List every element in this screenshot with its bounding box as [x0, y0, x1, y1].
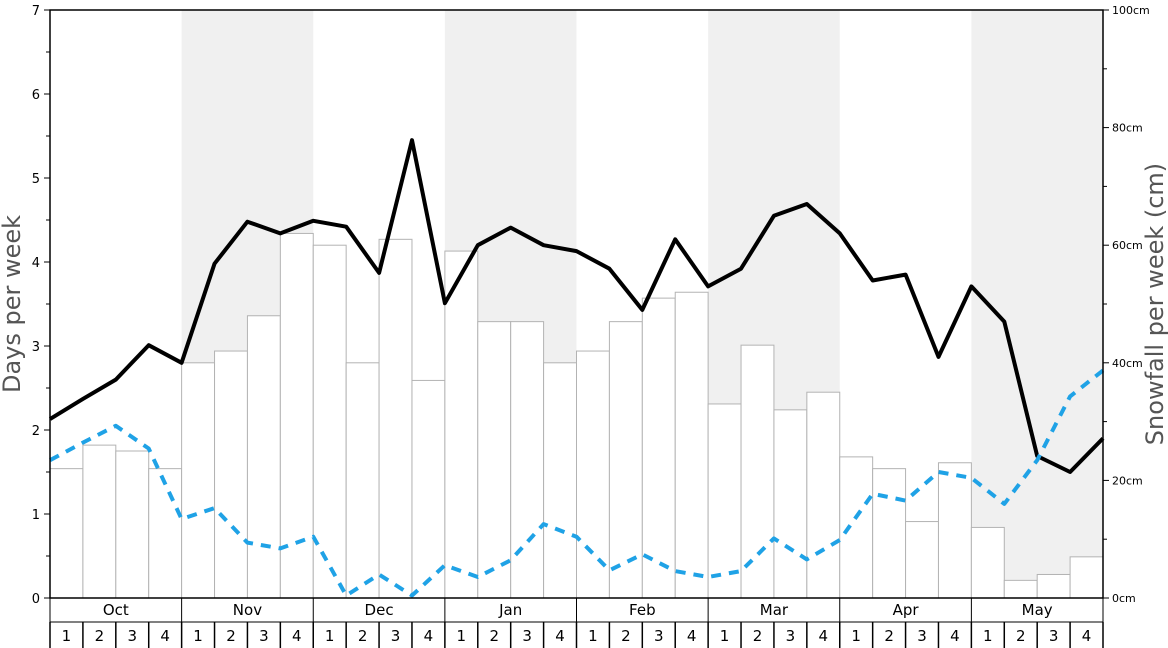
right-tick-label: 100cm — [1112, 4, 1150, 17]
month-label-nov: Nov — [233, 601, 262, 619]
week-label: 2 — [621, 627, 631, 645]
snowfall-bar — [477, 321, 512, 599]
snowfall-bar — [806, 391, 841, 599]
snowfall-bar — [82, 444, 117, 599]
snowfall-bar — [49, 468, 84, 599]
week-label: 3 — [391, 627, 401, 645]
snowfall-bar — [411, 379, 446, 599]
snowfall-bar — [1036, 573, 1071, 599]
snowfall-bar — [345, 362, 380, 599]
week-label: 3 — [127, 627, 137, 645]
month-labels-row: Oct Nov Dec Jan Feb Mar Apr May — [49, 598, 1104, 623]
week-label: 1 — [457, 627, 467, 645]
snowfall-bar — [378, 238, 413, 599]
week-label: 1 — [720, 627, 730, 645]
snowfall-bar — [839, 456, 874, 599]
snowfall-bar — [905, 521, 939, 599]
left-tick-label: 2 — [32, 424, 40, 439]
month-label-apr: Apr — [893, 601, 920, 619]
week-label: 1 — [851, 627, 861, 645]
snowfall-bar — [773, 409, 808, 599]
snowfall-bar — [576, 350, 610, 599]
right-tick-label: 0cm — [1112, 592, 1136, 605]
snowfall-bar — [181, 362, 216, 599]
week-label: 4 — [424, 627, 434, 645]
left-tick-label: 0 — [32, 592, 40, 607]
dashed-series-line — [49, 368, 1105, 598]
week-label: 2 — [489, 627, 499, 645]
right-tick-label: 20cm — [1112, 474, 1143, 487]
snowfall-bar — [214, 350, 248, 599]
month-shading — [181, 10, 1103, 598]
snowfall-bar — [1069, 556, 1104, 599]
week-label: 2 — [884, 627, 894, 645]
month-label-may: May — [1022, 601, 1053, 619]
week-label: 1 — [325, 627, 335, 645]
week-label: 3 — [522, 627, 532, 645]
week-label: 3 — [1049, 627, 1059, 645]
week-label: 2 — [358, 627, 368, 645]
week-label: 1 — [193, 627, 203, 645]
solid-series-line — [48, 138, 1105, 474]
left-axis: 0 1 2 3 4 5 6 7 — [32, 4, 50, 607]
month-label-dec: Dec — [365, 601, 394, 619]
week-labels-row: 1 2 3 4 1 2 3 4 1 2 3 4 1 2 3 4 1 2 3 4 1 2 3 4 1 2 3 4 1 2 3 4 — [49, 622, 1104, 648]
left-tick-label: 7 — [32, 4, 40, 19]
left-tick-label: 6 — [32, 88, 40, 103]
week-label: 4 — [292, 627, 302, 645]
y-axis-label-left: Days per week — [0, 215, 26, 393]
snowfall-bar — [740, 344, 775, 599]
snowfall-bar — [970, 526, 1005, 599]
snowfall-bar — [608, 321, 643, 599]
snowfall-bar — [148, 468, 183, 599]
left-tick-label: 5 — [32, 172, 40, 187]
right-axis: 0cm 20cm 40cm 60cm 80cm 100cm — [1103, 4, 1150, 605]
left-tick-label: 1 — [32, 508, 40, 523]
week-label: 3 — [259, 627, 269, 645]
snowfall-bar — [872, 468, 907, 599]
snowfall-bar — [707, 403, 742, 599]
month-label-feb: Feb — [629, 601, 656, 619]
month-label-oct: Oct — [103, 601, 129, 619]
week-label: 2 — [95, 627, 105, 645]
week-label: 2 — [1016, 627, 1026, 645]
snowfall-bars — [49, 232, 1104, 599]
week-label: 3 — [654, 627, 664, 645]
snowfall-bar — [510, 321, 545, 599]
month-label-mar: Mar — [760, 601, 789, 619]
week-label: 2 — [226, 627, 236, 645]
week-label: 4 — [555, 627, 565, 645]
snowfall-bar — [246, 315, 281, 599]
snowfall-bar — [543, 362, 577, 599]
month-label-jan: Jan — [498, 601, 522, 619]
week-label: 3 — [917, 627, 927, 645]
week-label: 4 — [950, 627, 960, 645]
month-shade-may — [971, 10, 1103, 598]
right-tick-label: 60cm — [1112, 239, 1143, 252]
snowfall-bar — [444, 250, 479, 599]
week-label: 1 — [588, 627, 598, 645]
snowfall-bar — [674, 291, 709, 599]
week-label: 3 — [786, 627, 796, 645]
week-label: 1 — [62, 627, 72, 645]
left-tick-label: 4 — [32, 256, 40, 271]
snowfall-bar — [937, 462, 972, 599]
snowfall-bar — [1003, 579, 1038, 599]
week-label: 4 — [819, 627, 829, 645]
week-label: 4 — [1082, 627, 1092, 645]
snowfall-bar — [312, 244, 347, 599]
snowfall-bar — [641, 297, 676, 599]
snowfall-bar — [115, 450, 150, 599]
left-tick-label: 3 — [32, 340, 40, 355]
week-label: 2 — [753, 627, 763, 645]
week-label: 4 — [687, 627, 697, 645]
right-tick-label: 40cm — [1112, 357, 1143, 370]
week-label: 4 — [160, 627, 170, 645]
data-lines — [48, 138, 1105, 598]
week-label: 1 — [983, 627, 993, 645]
y-axis-label-right: Snowfall per week (cm) — [1141, 163, 1168, 445]
right-tick-label: 80cm — [1112, 122, 1143, 135]
